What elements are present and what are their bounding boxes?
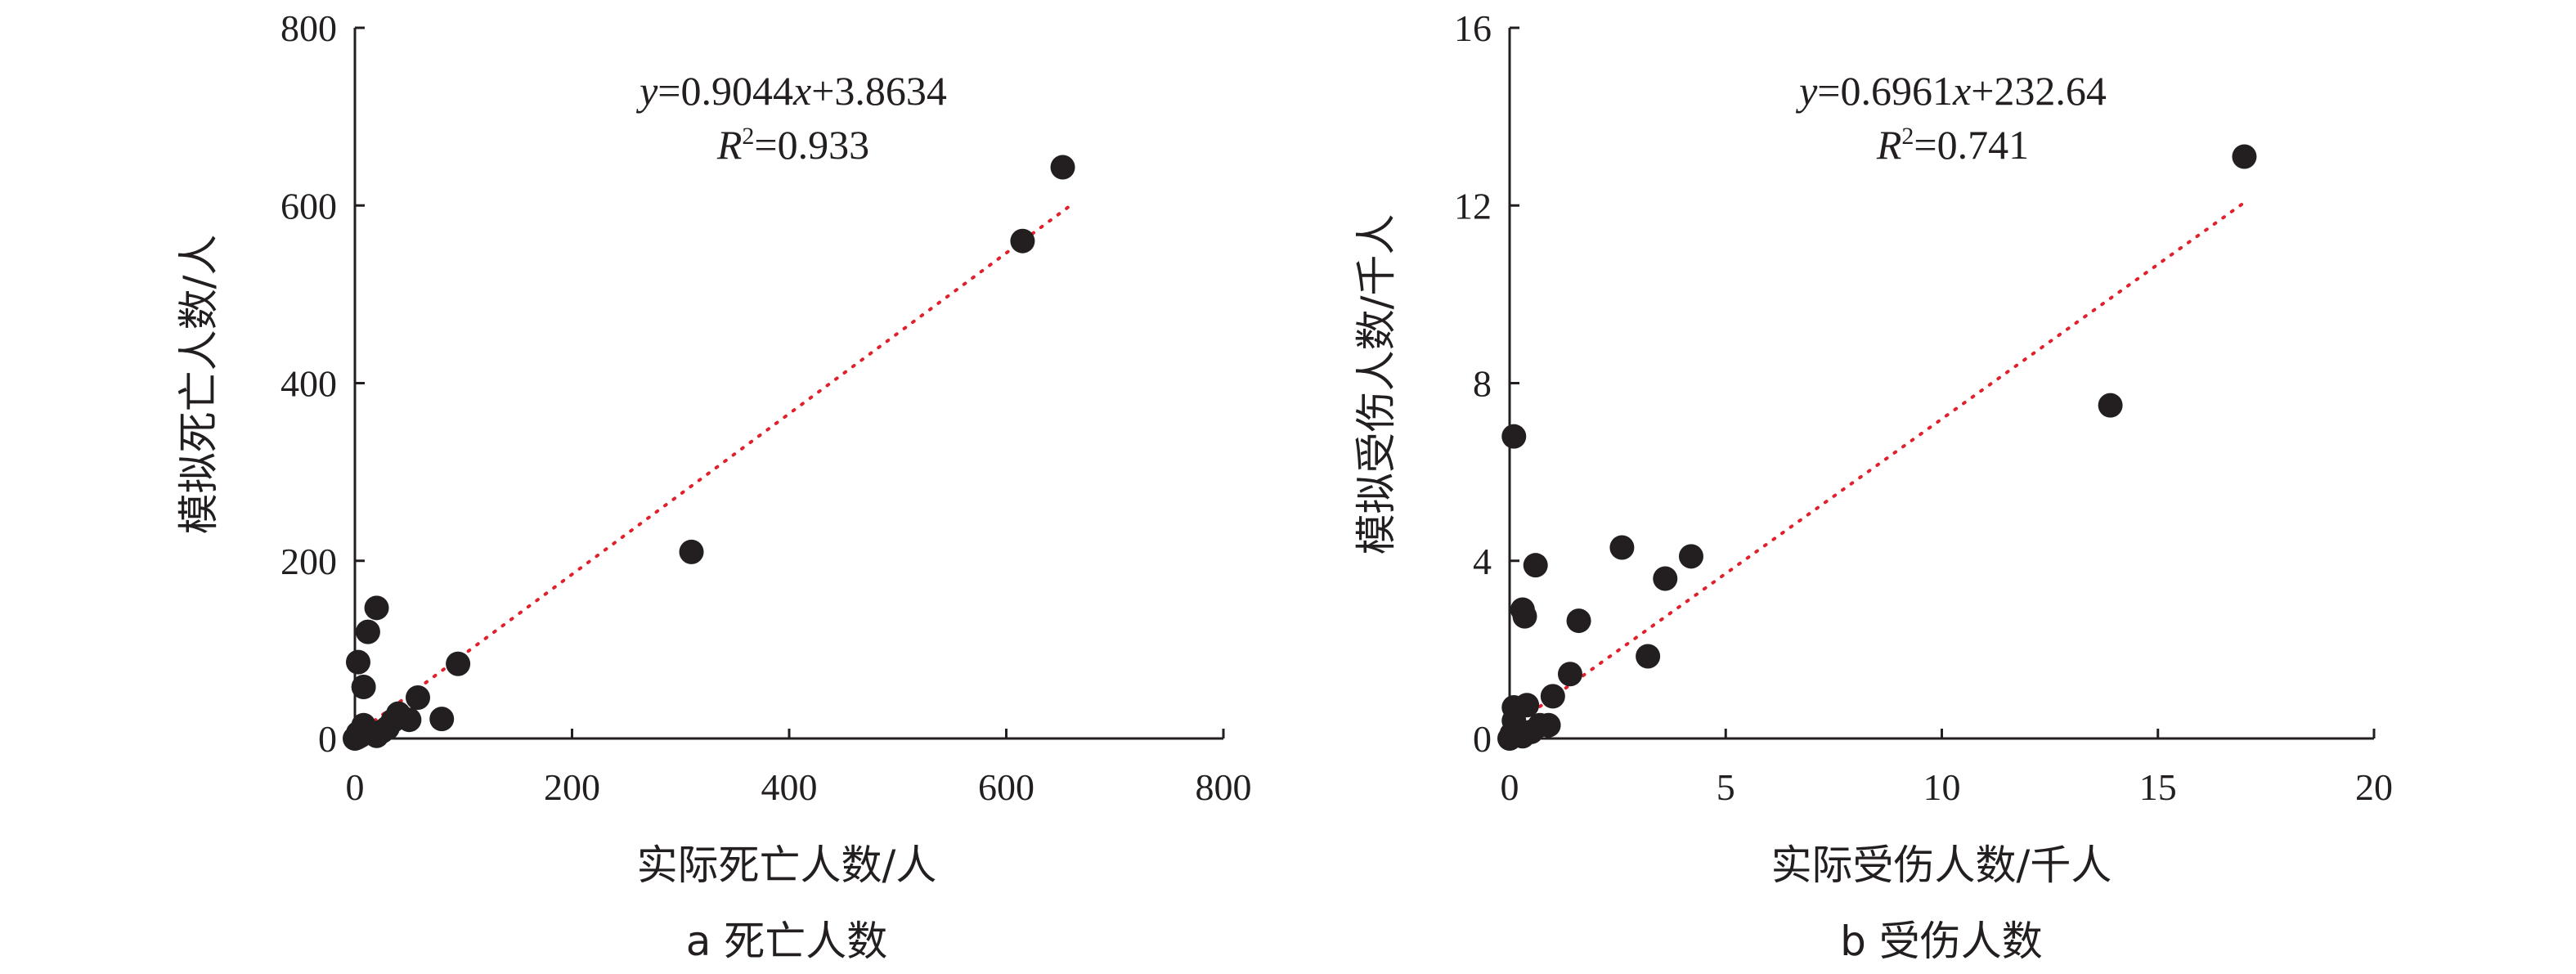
- chart-a-y-tick-label: 600: [280, 185, 337, 227]
- chart-a-data-point: [679, 539, 704, 564]
- chart-a-data-point: [345, 649, 370, 675]
- chart-a-y-tick-label: 800: [280, 7, 337, 49]
- chart-b-y-tick-label: 4: [1473, 541, 1492, 582]
- chart-b-data-point: [1497, 726, 1522, 751]
- chart-b-r2: R2=0.741: [1876, 122, 2029, 168]
- chart-b-data-point: [2098, 393, 2123, 418]
- chart-b-data-point: [1501, 424, 1527, 449]
- chart-b-x-tick-label: 10: [1923, 766, 1961, 808]
- chart-b-trendline: [1512, 200, 2246, 727]
- chart-a-equation-coef: =0.9044: [657, 68, 793, 114]
- chart-b-data-point: [1653, 566, 1678, 591]
- chart-b-equation: y=0.6961x+232.64: [1795, 68, 2107, 114]
- chart-b-y-tick-label: 12: [1454, 185, 1492, 227]
- chart-a-dead: 0 200 400 600 800 0 200 400 600 800 y=0.9044x+3.8…: [175, 7, 1252, 965]
- chart-b-data-point: [2232, 144, 2257, 169]
- chart-a-y-tick-label: 0: [318, 718, 337, 760]
- chart-b-injured: 0 5 10 15 20 0 4 8 12 16 y=0.6961x+232.64 R2=0.74…: [1353, 7, 2393, 965]
- chart-a-r2-sup: 2: [742, 123, 754, 150]
- chart-a-x-tick-label: 0: [346, 766, 365, 808]
- chart-b-data-point: [1636, 644, 1661, 669]
- chart-b-equation-x: x: [1952, 68, 1971, 114]
- chart-a-x-tick-label: 400: [761, 766, 818, 808]
- chart-b-r2-r: R: [1876, 122, 1902, 168]
- chart-a-x-tick-label: 200: [544, 766, 600, 808]
- chart-b-equation-y: y: [1795, 68, 1818, 114]
- chart-b-x-tick-label: 20: [2355, 766, 2393, 808]
- chart-a-y-tick-label: 400: [280, 363, 337, 405]
- chart-a-equation-x: x: [792, 68, 811, 114]
- chart-b-r2-sup: 2: [1901, 123, 1914, 150]
- chart-b-r2-value: =0.741: [1914, 122, 2029, 168]
- chart-b-equation-coef: =0.6961: [1817, 68, 1953, 114]
- chart-a-r2: R2=0.933: [716, 122, 869, 168]
- chart-a-data-point: [351, 674, 376, 699]
- chart-a-equation: y=0.9044x+3.8634: [635, 68, 947, 114]
- chart-b-marks: 0 5 10 15 20 0 4 8 12 16: [1454, 7, 2393, 808]
- chart-a-ylabel: 模拟死亡人数/人: [175, 235, 222, 535]
- chart-a-data-point: [1010, 228, 1035, 254]
- chart-b-data-point: [1512, 604, 1537, 629]
- chart-b-y-tick-label: 16: [1454, 7, 1492, 49]
- chart-a-r2-r: R: [716, 122, 743, 168]
- chart-a-data-point: [405, 685, 430, 711]
- chart-b-x-tick-label: 15: [2139, 766, 2177, 808]
- chart-a-data-point: [351, 712, 376, 738]
- chart-a-data-point: [1050, 155, 1075, 180]
- chart-a-equation-intercept: +3.8634: [811, 68, 947, 114]
- chart-b-data-point: [1557, 662, 1582, 687]
- chart-b-caption: b 受伤人数: [1840, 918, 2043, 965]
- chart-b-ylabel: 模拟受伤人数/千人: [1353, 214, 1400, 555]
- chart-a-data-point: [429, 707, 455, 732]
- chart-b-xlabel: 实际受伤人数/千人: [1771, 842, 2112, 889]
- chart-b-y-tick-label: 0: [1473, 718, 1492, 760]
- chart-a-data-point: [446, 651, 471, 676]
- chart-a-data-point: [364, 595, 389, 621]
- chart-b-data-point: [1566, 608, 1591, 634]
- chart-a-r2-value: =0.933: [754, 122, 869, 168]
- chart-b-data-point: [1540, 684, 1565, 709]
- chart-a-equation-y: y: [635, 68, 658, 114]
- chart-a-y-tick-label: 200: [280, 541, 337, 582]
- chart-a-caption: a 死亡人数: [686, 918, 888, 965]
- chart-b-data-point: [1523, 553, 1548, 578]
- chart-b-y-tick-label: 8: [1473, 363, 1492, 405]
- chart-a-xlabel: 实际死亡人数/人: [637, 842, 937, 889]
- chart-b-x-tick-label: 5: [1717, 766, 1735, 808]
- chart-a-x-tick-label: 800: [1196, 766, 1252, 808]
- chart-b-data-point: [1678, 544, 1703, 569]
- chart-a-data-point: [355, 619, 380, 644]
- chart-b-data-point: [1609, 535, 1635, 560]
- chart-a-marks: 0 200 400 600 800 0 200 400 600 800: [280, 7, 1252, 808]
- chart-b-x-tick-label: 0: [1501, 766, 1519, 808]
- chart-b-equation-intercept: +232.64: [1971, 68, 2107, 114]
- chart-a-x-tick-label: 600: [978, 766, 1034, 808]
- chart-a-trendline: [364, 203, 1074, 729]
